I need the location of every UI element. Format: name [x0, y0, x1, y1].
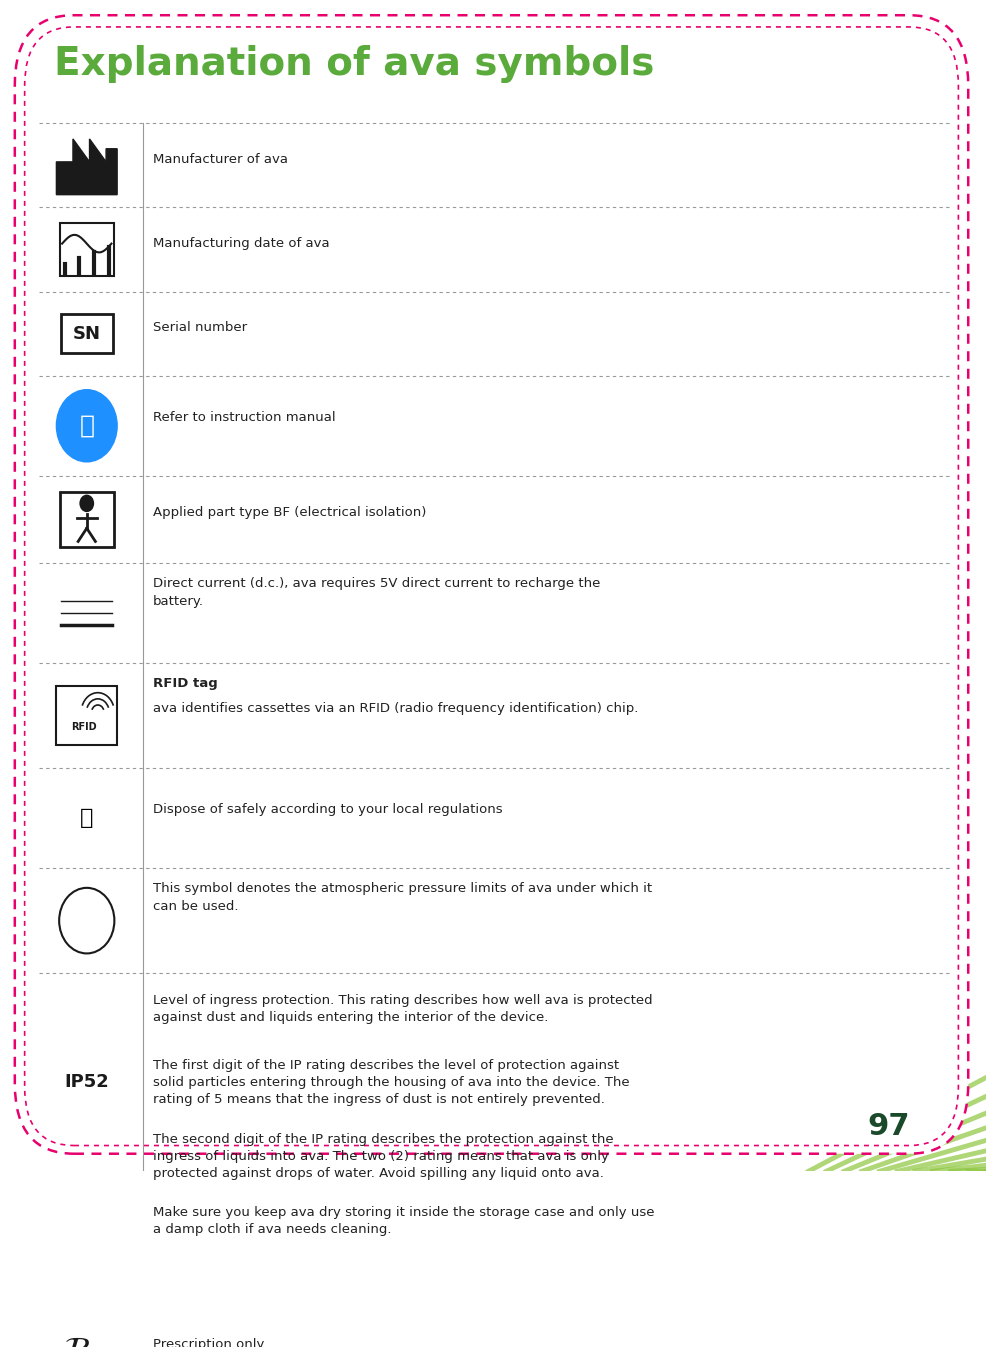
Circle shape — [56, 389, 117, 462]
Text: Serial number: Serial number — [153, 321, 246, 334]
Text: SN: SN — [73, 325, 101, 343]
FancyBboxPatch shape — [59, 492, 113, 547]
Text: Dispose of safely according to your local regulations: Dispose of safely according to your loca… — [153, 803, 503, 816]
Text: Level of ingress protection. This rating describes how well ava is protected
aga: Level of ingress protection. This rating… — [153, 994, 653, 1025]
Text: Manufacturing date of ava: Manufacturing date of ava — [153, 237, 329, 249]
Polygon shape — [56, 139, 117, 195]
Text: Manufacturer of ava: Manufacturer of ava — [153, 152, 288, 166]
Text: 97: 97 — [868, 1113, 910, 1141]
Text: Refer to instruction manual: Refer to instruction manual — [153, 411, 335, 424]
Text: RFID tag: RFID tag — [153, 678, 218, 690]
Circle shape — [79, 494, 95, 512]
Text: This symbol denotes the atmospheric pressure limits of ava under which it
can be: This symbol denotes the atmospheric pres… — [153, 882, 652, 913]
Text: IP52: IP52 — [64, 1072, 109, 1091]
Text: The second digit of the IP rating describes the protection against the
ingress o: The second digit of the IP rating descri… — [153, 1133, 613, 1180]
Text: Make sure you keep ava dry storing it inside the storage case and only use
a dam: Make sure you keep ava dry storing it in… — [153, 1207, 655, 1237]
Text: The first digit of the IP rating describes the level of protection against
solid: The first digit of the IP rating describ… — [153, 1059, 629, 1106]
FancyBboxPatch shape — [61, 314, 112, 353]
FancyBboxPatch shape — [56, 686, 117, 745]
Text: 🚫: 🚫 — [80, 808, 94, 828]
Text: 📋: 📋 — [79, 414, 95, 438]
Text: RFID: RFID — [71, 722, 97, 733]
Text: Explanation of ava symbols: Explanation of ava symbols — [54, 46, 655, 84]
FancyBboxPatch shape — [15, 15, 968, 1154]
Text: Applied part type BF (electrical isolation): Applied part type BF (electrical isolati… — [153, 506, 426, 520]
Text: $\mathcal{R}_x$: $\mathcal{R}_x$ — [64, 1335, 109, 1347]
Text: ava identifies cassettes via an RFID (radio frequency identification) chip.: ava identifies cassettes via an RFID (ra… — [153, 702, 638, 715]
Text: Direct current (d.c.), ava requires 5V direct current to recharge the
battery.: Direct current (d.c.), ava requires 5V d… — [153, 578, 600, 609]
Text: Prescription only: Prescription only — [153, 1338, 264, 1347]
